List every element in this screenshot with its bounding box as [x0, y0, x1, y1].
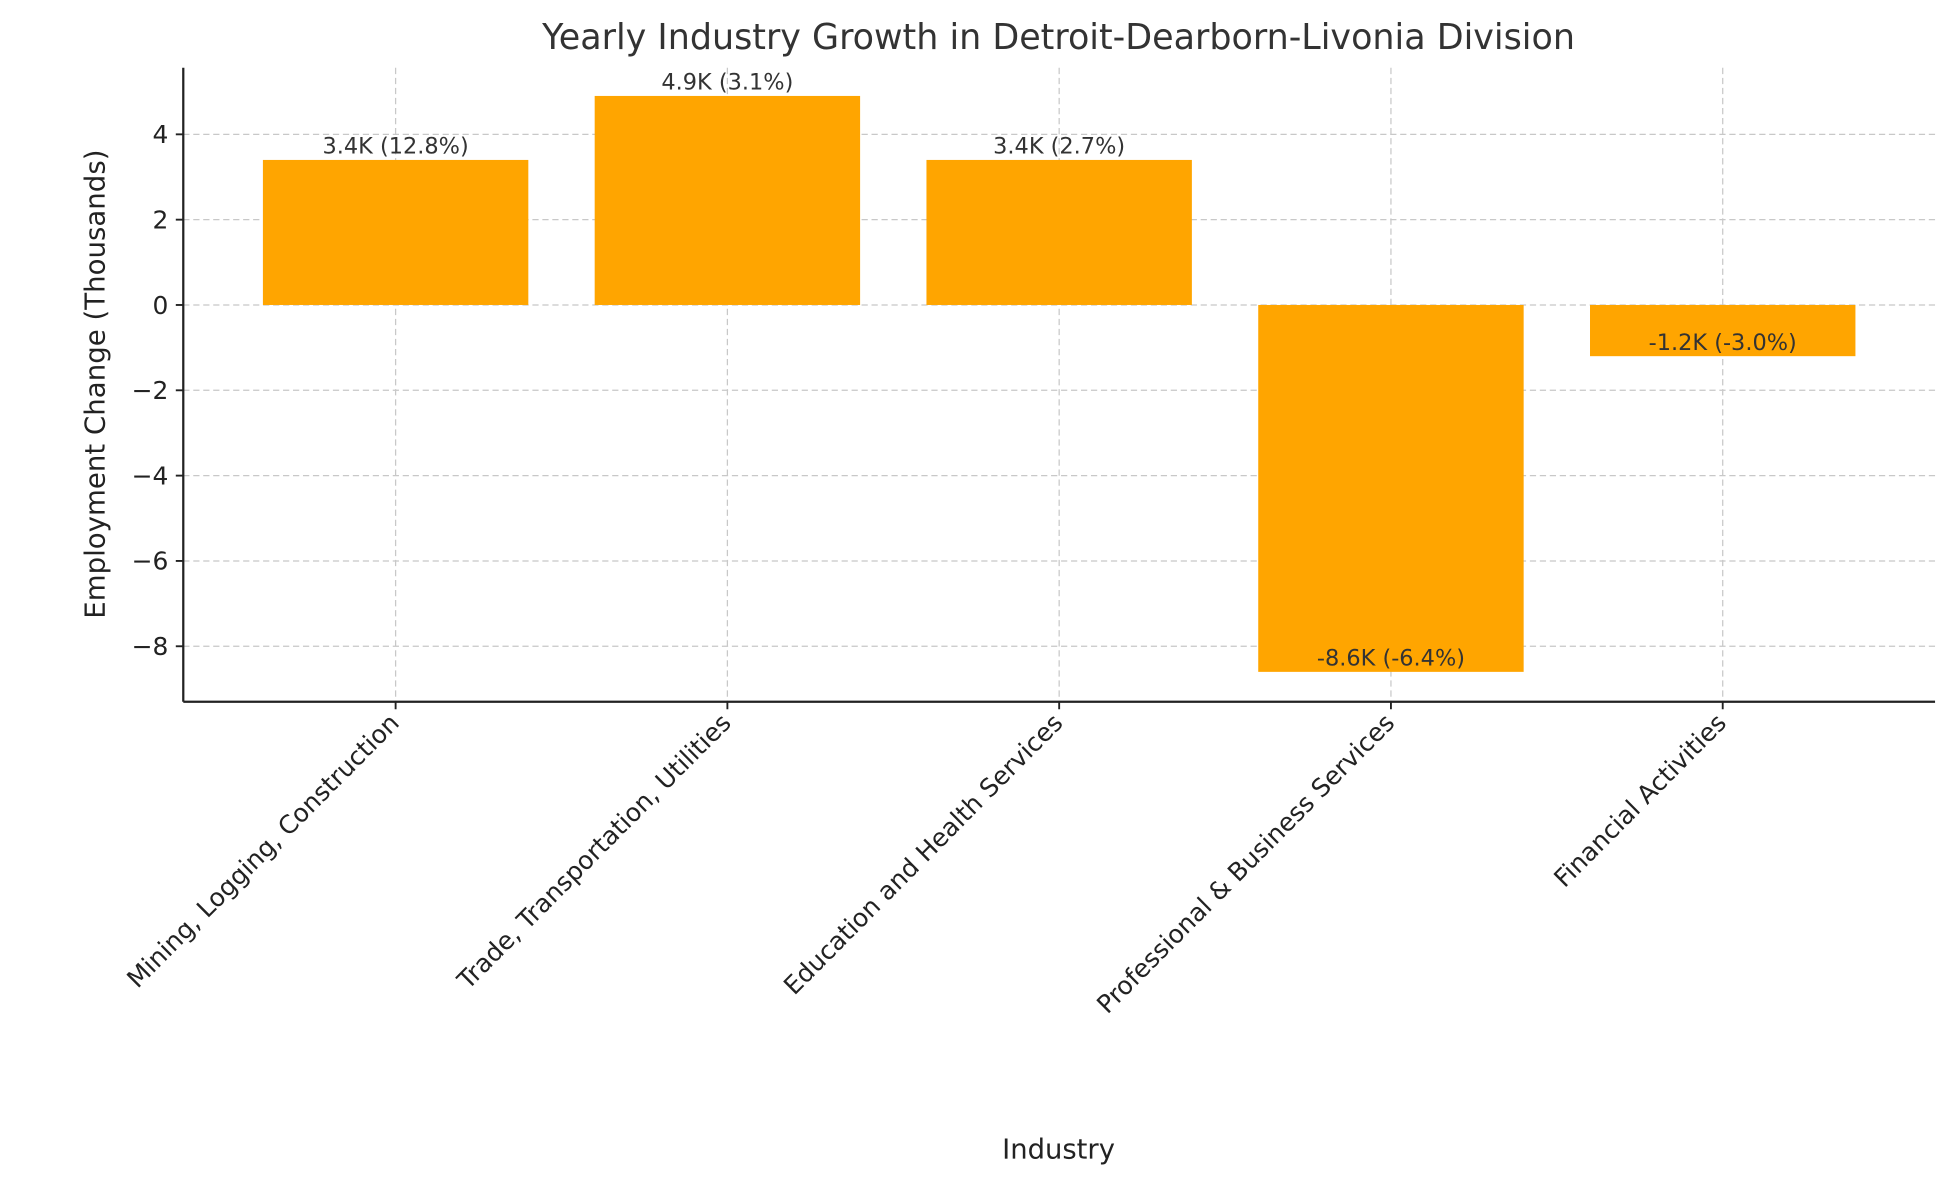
y-tick-label: −2	[132, 376, 169, 405]
bar	[594, 95, 861, 305]
bar	[1258, 304, 1524, 672]
bar	[262, 159, 529, 305]
bar	[926, 159, 1192, 305]
data-label: 3.4K (12.8%)	[322, 134, 468, 160]
x-tick-label: Professional & Business Services	[1091, 708, 1400, 1019]
x-tick-label: Mining, Logging, Construction	[121, 708, 405, 994]
y-tick-label: 0	[152, 291, 168, 320]
y-axis-label: Employment Change (Thousands)	[80, 150, 112, 619]
x-tick-label: Education and Health Services	[778, 708, 1068, 1000]
x-tick-label: Trade, Transportation, Utilities	[451, 708, 736, 995]
x-tick-label: Financial Activities	[1548, 708, 1732, 893]
y-tick-label: 4	[152, 120, 168, 149]
chart-title: Yearly Industry Growth in Detroit-Dearbo…	[541, 17, 1575, 58]
y-tick-label: −6	[132, 547, 169, 576]
data-labels: 3.4K (12.8%) 4.9K (3.1%) 3.4K (2.7%) -8.6K …	[322, 70, 1796, 672]
data-label: 3.4K (2.7%)	[993, 134, 1125, 160]
data-label: 4.9K (3.1%)	[661, 70, 793, 96]
y-tick-label: 2	[152, 205, 168, 234]
data-label: -1.2K (-3.0%)	[1649, 330, 1797, 356]
y-tick-label: −4	[132, 461, 169, 490]
data-label: -8.6K (-6.4%)	[1317, 646, 1465, 672]
bars	[262, 95, 1856, 672]
y-tick-label: −8	[132, 632, 169, 661]
x-axis-label: Industry	[1002, 1134, 1115, 1166]
bar	[1590, 304, 1856, 357]
